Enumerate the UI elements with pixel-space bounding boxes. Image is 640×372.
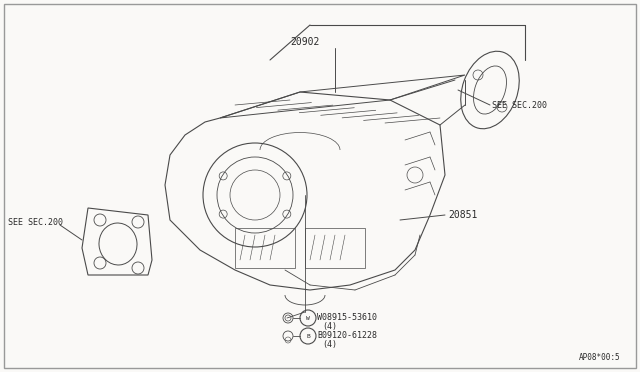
Text: (4): (4) [322, 340, 337, 350]
Text: B: B [306, 334, 310, 339]
Text: W08915-53610: W08915-53610 [317, 312, 377, 321]
Text: W: W [306, 315, 310, 321]
Text: (4): (4) [322, 323, 337, 331]
Text: SEE SEC.200: SEE SEC.200 [8, 218, 63, 227]
Text: SEE SEC.200: SEE SEC.200 [492, 100, 547, 109]
Text: B09120-61228: B09120-61228 [317, 330, 377, 340]
Text: AP08*00:5: AP08*00:5 [579, 353, 620, 362]
Text: 20902: 20902 [291, 37, 320, 47]
Text: 20851: 20851 [448, 210, 477, 220]
